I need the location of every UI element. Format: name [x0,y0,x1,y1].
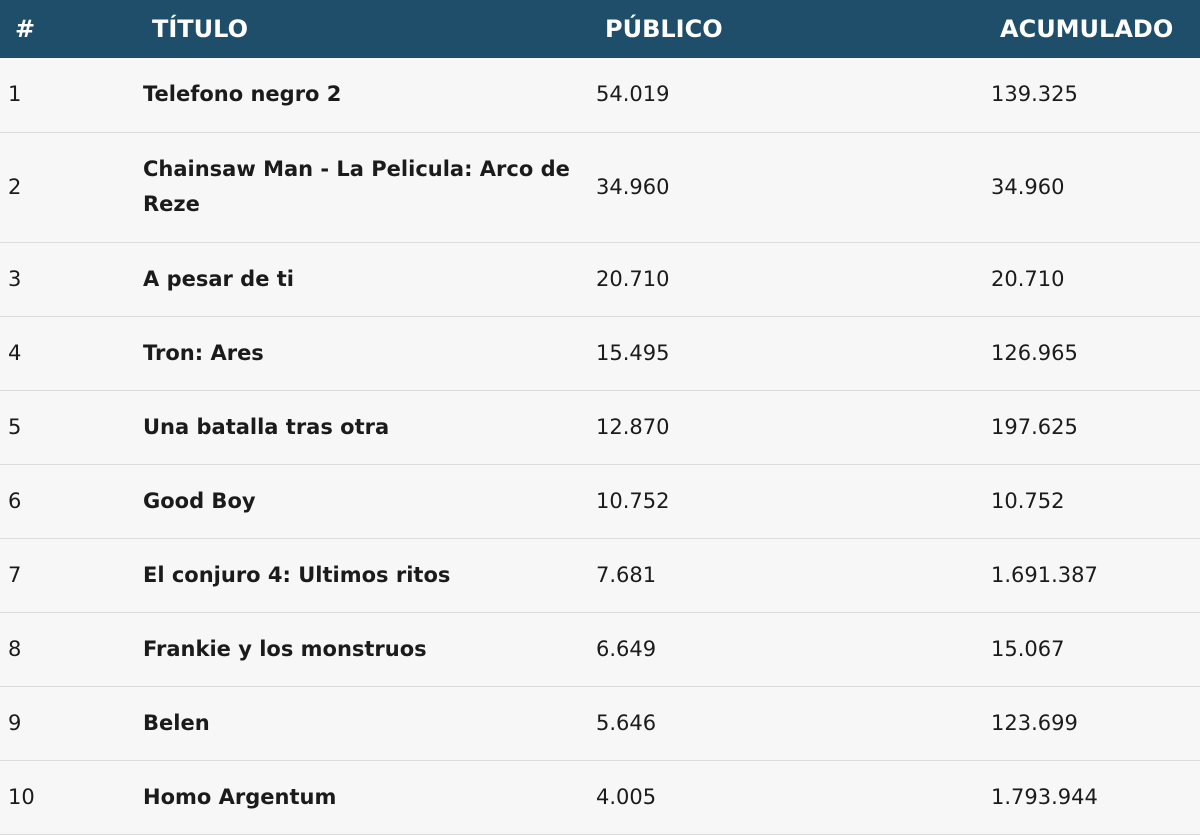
rank-cell: 5 [8,414,22,439]
title-cell: Tron: Ares [143,340,264,365]
audience-cell: 6.649 [596,636,657,661]
title-cell: Chainsaw Man - La Pelicula: Arco de Reze [143,157,570,216]
column-header: PÚBLICO [605,15,723,43]
cumulative-cell: 10.752 [991,488,1065,513]
cumulative-cell: 1.691.387 [991,562,1098,587]
title-cell: El conjuro 4: Ultimos ritos [143,562,451,587]
audience-cell: 5.646 [596,710,657,735]
rank-cell: 2 [8,174,22,199]
title-cell: A pesar de ti [143,266,294,291]
table-body: 1 Telefono negro 2 54.019 139.325 2 Chainsaw … [0,58,1200,834]
rank-cell: 1 [8,82,22,107]
table-row: 8 Frankie y los monstruos 6.649 15.067 [0,612,1200,686]
table-row: 3 A pesar de ti 20.710 20.710 [0,242,1200,316]
cumulative-cell: 1.793.944 [991,784,1098,809]
table-row: 5 Una batalla tras otra 12.870 197.625 [0,390,1200,464]
rank-cell: 9 [8,710,22,735]
rank-cell: 7 [8,562,22,587]
column-header: TÍTULO [152,15,248,43]
table-header: # TÍTULO PÚBLICO ACUMULADO [0,0,1200,58]
table-row: 1 Telefono negro 2 54.019 139.325 [0,58,1200,132]
cumulative-cell: 126.965 [991,340,1078,365]
audience-cell: 54.019 [596,82,670,107]
table-row: 4 Tron: Ares 15.495 126.965 [0,316,1200,390]
cumulative-cell: 123.699 [991,710,1078,735]
cumulative-cell: 20.710 [991,266,1065,291]
cumulative-cell: 15.067 [991,636,1065,661]
header-row: # TÍTULO PÚBLICO ACUMULADO [0,0,1200,58]
table-row: 10 Homo Argentum 4.005 1.793.944 [0,760,1200,834]
title-cell: Belen [143,710,210,735]
title-cell: Frankie y los monstruos [143,636,427,661]
title-cell: Homo Argentum [143,784,337,809]
audience-cell: 20.710 [596,266,670,291]
column-header: # [15,15,36,43]
audience-cell: 7.681 [596,562,657,587]
audience-cell: 4.005 [596,784,657,809]
rank-cell: 8 [8,636,22,661]
column-header: ACUMULADO [1000,15,1174,43]
rank-cell: 6 [8,488,22,513]
audience-cell: 15.495 [596,340,670,365]
title-cell: Telefono negro 2 [143,82,342,107]
cumulative-cell: 139.325 [991,82,1078,107]
audience-cell: 34.960 [596,174,670,199]
table-row: 7 El conjuro 4: Ultimos ritos 7.681 1.691.3… [0,538,1200,612]
rank-cell: 10 [8,784,35,809]
table-row: 9 Belen 5.646 123.699 [0,686,1200,760]
audience-cell: 12.870 [596,414,670,439]
rank-cell: 4 [8,340,22,365]
rank-cell: 3 [8,266,22,291]
audience-cell: 10.752 [596,488,670,513]
title-cell: Una batalla tras otra [143,414,390,439]
title-cell: Good Boy [143,488,256,513]
cumulative-cell: 197.625 [991,414,1078,439]
cumulative-cell: 34.960 [991,174,1065,199]
table-row: 2 Chainsaw Man - La Pelicula: Arco de Rez… [0,132,1200,242]
table-row: 6 Good Boy 10.752 10.752 [0,464,1200,538]
